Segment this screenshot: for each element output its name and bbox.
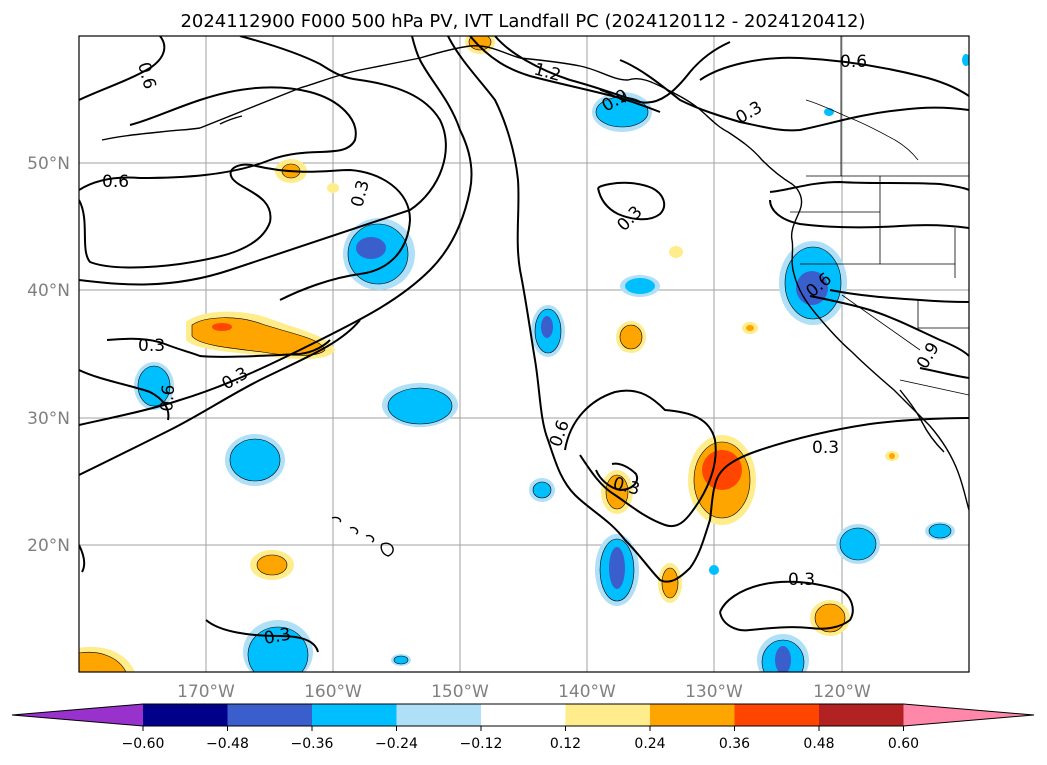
- lat-label: 40°N: [27, 281, 70, 301]
- colorbar-segment: [312, 704, 397, 726]
- colorbar-tick-label: 0.12: [550, 736, 581, 752]
- colorbar-segment: [396, 704, 481, 726]
- negative-anomaly-west-2: [225, 434, 285, 486]
- negative-anomaly-south-3: [757, 634, 809, 672]
- pv-contour-0.3-lower: [79, 319, 361, 476]
- colorbar-segment: [143, 704, 228, 726]
- colorbar-tick-label: 0.60: [888, 736, 919, 752]
- negative-anomaly-dateline: [343, 218, 415, 290]
- colorbar-segment: [650, 704, 735, 726]
- pv-contour-0.3-closed: [597, 181, 666, 221]
- contour-label: 0.3: [262, 625, 292, 649]
- pv-contour-0.6-west: [79, 369, 170, 421]
- positive-anomaly-west: [186, 311, 335, 360]
- pv-contour-0.3-south: [719, 580, 854, 632]
- colorbar-tick-label: 0.24: [634, 736, 665, 752]
- negative-anomaly-mid-1: [382, 383, 458, 427]
- lon-label: 140°W: [558, 682, 616, 702]
- north-america-coastline: [199, 45, 969, 511]
- california-nevada-border: [841, 294, 921, 351]
- aleutian-chain-east: [219, 115, 243, 125]
- pv-contour-0.6-loop: [79, 86, 357, 191]
- political-borders: [790, 36, 969, 396]
- contour-label: 0.6: [157, 384, 179, 413]
- ocean-background: [79, 36, 969, 672]
- contour-label: 0.6: [840, 52, 867, 72]
- lat-label: 50°N: [27, 154, 70, 174]
- positive-anomaly-subtropical: [688, 435, 756, 525]
- pv-contour-0.3-main-trough: [447, 36, 969, 583]
- colorbar-segment: [227, 704, 312, 726]
- aleutian-chain-west: [101, 127, 201, 141]
- us-mexico-border: [899, 379, 969, 396]
- pv-contour-0.6-pacific-northwest: [769, 180, 969, 193]
- lon-label: 160°W: [304, 682, 362, 702]
- pv-contour-0.6-southeast: [919, 367, 969, 379]
- pv-contour-0.3-southwest-small: [205, 619, 319, 653]
- lon-label: 150°W: [431, 682, 489, 702]
- pv-contour-0.6-northwest: [79, 36, 166, 101]
- colorbar-segment: [734, 704, 819, 726]
- map-title: 2024112900 F000 500 hPa PV, IVT Landfall…: [180, 11, 865, 32]
- colorbar-tick-label: −0.36: [291, 736, 334, 752]
- negative-anomaly-central: [531, 305, 565, 357]
- lon-label: 170°W: [177, 682, 235, 702]
- contour-label: 0.3: [138, 336, 165, 356]
- hawaii-islands: [331, 516, 394, 557]
- colorbar: −0.60 −0.48 −0.36 −0.24 −0.12 0.12 0.24 0.36 0.4…: [11, 703, 1035, 752]
- lat-label: 30°N: [27, 409, 70, 429]
- lon-label: 120°W: [813, 682, 871, 702]
- pv-contour-0.3-southwest: [79, 36, 473, 426]
- lon-label: 130°W: [685, 682, 743, 702]
- map-frame: [78, 35, 970, 673]
- colorbar-tick-label: −0.60: [122, 736, 165, 752]
- pv-contour-0.6-subtropical: [564, 389, 717, 528]
- baja-peninsula: [899, 389, 945, 453]
- colorbar-tick-label: −0.12: [460, 736, 503, 752]
- gridlines: [79, 36, 969, 672]
- longitude-labels: 170°W 160°W 150°W 140°W 130°W 120°W: [177, 682, 871, 702]
- pv-contour-1.2: [469, 36, 661, 113]
- pv-contour-0.3-large: [79, 36, 447, 286]
- colorbar-tick-label: 0.48: [803, 736, 834, 752]
- contour-label: 0.3: [788, 570, 815, 590]
- colorbar-extend-max: [903, 704, 1034, 726]
- map-panel: 0.6 1.2 0.9 0.3 0.6 0.6 0.3 0.3 0.6 0.3 …: [79, 36, 969, 672]
- colorbar-tick-label: 0.36: [719, 736, 750, 752]
- latitude-labels: 50°N 40°N 30°N 20°N: [27, 154, 70, 556]
- pv-contour-0.6-dateline: [79, 163, 412, 301]
- pv-contour-0.3-oregon: [769, 199, 969, 229]
- pv-contour-0.3-north-east: [619, 59, 969, 132]
- contour-label: 0.3: [812, 438, 839, 458]
- negative-anomaly-west-1: [134, 362, 174, 410]
- pv-contour-0.6-northeast: [699, 56, 969, 97]
- colorbar-tick-label: −0.24: [375, 736, 418, 752]
- contour-label: 0.6: [102, 172, 129, 192]
- negative-anomaly-california: [779, 241, 847, 325]
- colorbar-segment: [565, 704, 650, 726]
- alaska-canada-border: [805, 99, 919, 161]
- pv-contour-0.9-subtropical: [595, 462, 638, 492]
- pv-contour-west-edge: [79, 544, 86, 573]
- negative-anomaly-south-2: [243, 620, 313, 672]
- colorbar-extend-min: [12, 704, 143, 726]
- negative-anomaly-east-1: [836, 524, 880, 564]
- lat-label: 20°N: [27, 536, 70, 556]
- coastlines: [101, 45, 969, 557]
- colorbar-tick-label: −0.48: [206, 736, 249, 752]
- negative-anomaly-south-1: [595, 534, 639, 606]
- pv-contour-0.3-band: [106, 337, 331, 358]
- colorbar-segment: [481, 704, 566, 726]
- pv-contour-0.3-socal: [829, 289, 969, 303]
- pv-contour-0.6-california: [809, 295, 969, 357]
- pv-contour-0.9: [494, 36, 731, 104]
- colorbar-segment: [819, 704, 904, 726]
- pv-contours: [79, 36, 969, 653]
